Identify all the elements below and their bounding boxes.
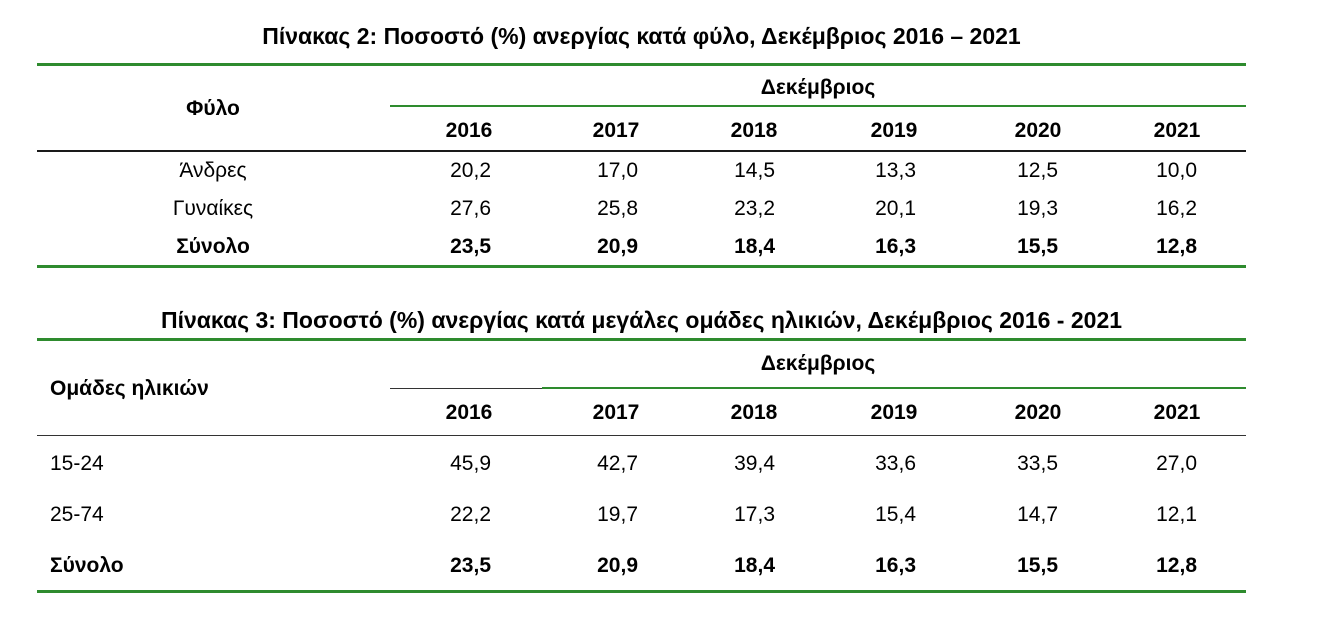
table3-group-rule-black bbox=[390, 388, 542, 389]
table2-header-rule bbox=[37, 150, 1246, 152]
table-cell: 15,4 bbox=[875, 503, 916, 526]
table-cell: 20,1 bbox=[875, 197, 916, 220]
table3-header-rule bbox=[37, 435, 1246, 436]
table-cell: 25,8 bbox=[597, 197, 638, 220]
table-cell: 33,6 bbox=[875, 452, 916, 475]
table3-year-header: 2019 bbox=[870, 401, 918, 424]
row-label: Γυναίκες bbox=[172, 197, 254, 220]
table-cell: 27,6 bbox=[450, 197, 491, 220]
table2-year-header: 2021 bbox=[1153, 119, 1201, 142]
table2-row-header: Φύλο bbox=[186, 97, 240, 120]
table-cell: 12,1 bbox=[1156, 503, 1197, 526]
table3-year-header: 2018 bbox=[730, 401, 778, 424]
table-cell: 27,0 bbox=[1156, 452, 1197, 475]
table-cell: 16,2 bbox=[1156, 197, 1197, 220]
table2-title: Πίνακας 2: Ποσοστό (%) ανεργίας κατά φύλ… bbox=[262, 23, 1021, 49]
table2-year-header: 2018 bbox=[730, 119, 778, 142]
table3-top-rule bbox=[37, 338, 1246, 341]
table-cell: 22,2 bbox=[450, 503, 491, 526]
table2-year-header: 2016 bbox=[445, 119, 493, 142]
table-cell: 42,7 bbox=[597, 452, 638, 475]
table3-year-header: 2021 bbox=[1153, 401, 1201, 424]
table2-group-header: Δεκέμβριος bbox=[760, 76, 876, 99]
table3-bottom-rule bbox=[37, 590, 1246, 593]
table-cell: 16,3 bbox=[875, 235, 916, 258]
row-label: Σύνολο bbox=[50, 554, 124, 577]
table-cell: 13,3 bbox=[875, 159, 916, 182]
table3-group-rule bbox=[542, 387, 1246, 389]
table2-year-header: 2020 bbox=[1014, 119, 1062, 142]
table-cell: 15,5 bbox=[1017, 554, 1058, 577]
table-cell: 17,3 bbox=[734, 503, 775, 526]
table-cell: 45,9 bbox=[450, 452, 491, 475]
table-cell: 20,2 bbox=[450, 159, 491, 182]
table-cell: 39,4 bbox=[734, 452, 775, 475]
table-cell: 12,8 bbox=[1156, 554, 1197, 577]
table-cell: 14,5 bbox=[734, 159, 775, 182]
table2-top-rule bbox=[37, 63, 1246, 66]
table-cell: 23,5 bbox=[450, 235, 491, 258]
table3-row-header: Ομάδες ηλικιών bbox=[50, 377, 209, 400]
row-label: Άνδρες bbox=[179, 159, 247, 182]
table-cell: 20,9 bbox=[597, 554, 638, 577]
row-label: 25-74 bbox=[50, 503, 104, 526]
table-cell: 23,2 bbox=[734, 197, 775, 220]
table-cell: 12,5 bbox=[1017, 159, 1058, 182]
table2-year-header: 2019 bbox=[870, 119, 918, 142]
table2-bottom-rule bbox=[37, 265, 1246, 268]
row-label: Σύνολο bbox=[176, 235, 250, 258]
table-cell: 18,4 bbox=[734, 554, 775, 577]
table-cell: 19,3 bbox=[1017, 197, 1058, 220]
table-cell: 15,5 bbox=[1017, 235, 1058, 258]
table-cell: 10,0 bbox=[1156, 159, 1197, 182]
table-cell: 14,7 bbox=[1017, 503, 1058, 526]
table2-year-header: 2017 bbox=[592, 119, 640, 142]
table-cell: 23,5 bbox=[450, 554, 491, 577]
table-cell: 17,0 bbox=[597, 159, 638, 182]
table3-year-header: 2016 bbox=[445, 401, 493, 424]
table-cell: 19,7 bbox=[597, 503, 638, 526]
table-cell: 16,3 bbox=[875, 554, 916, 577]
table3-year-header: 2017 bbox=[592, 401, 640, 424]
table3-year-header: 2020 bbox=[1014, 401, 1062, 424]
table-cell: 33,5 bbox=[1017, 452, 1058, 475]
table-cell: 20,9 bbox=[597, 235, 638, 258]
table-cell: 18,4 bbox=[734, 235, 775, 258]
table3-title: Πίνακας 3: Ποσοστό (%) ανεργίας κατά μεγ… bbox=[160, 307, 1123, 333]
table-cell: 12,8 bbox=[1156, 235, 1197, 258]
table2-group-rule bbox=[390, 105, 1246, 107]
table3-group-header: Δεκέμβριος bbox=[760, 352, 876, 375]
row-label: 15-24 bbox=[50, 452, 104, 475]
